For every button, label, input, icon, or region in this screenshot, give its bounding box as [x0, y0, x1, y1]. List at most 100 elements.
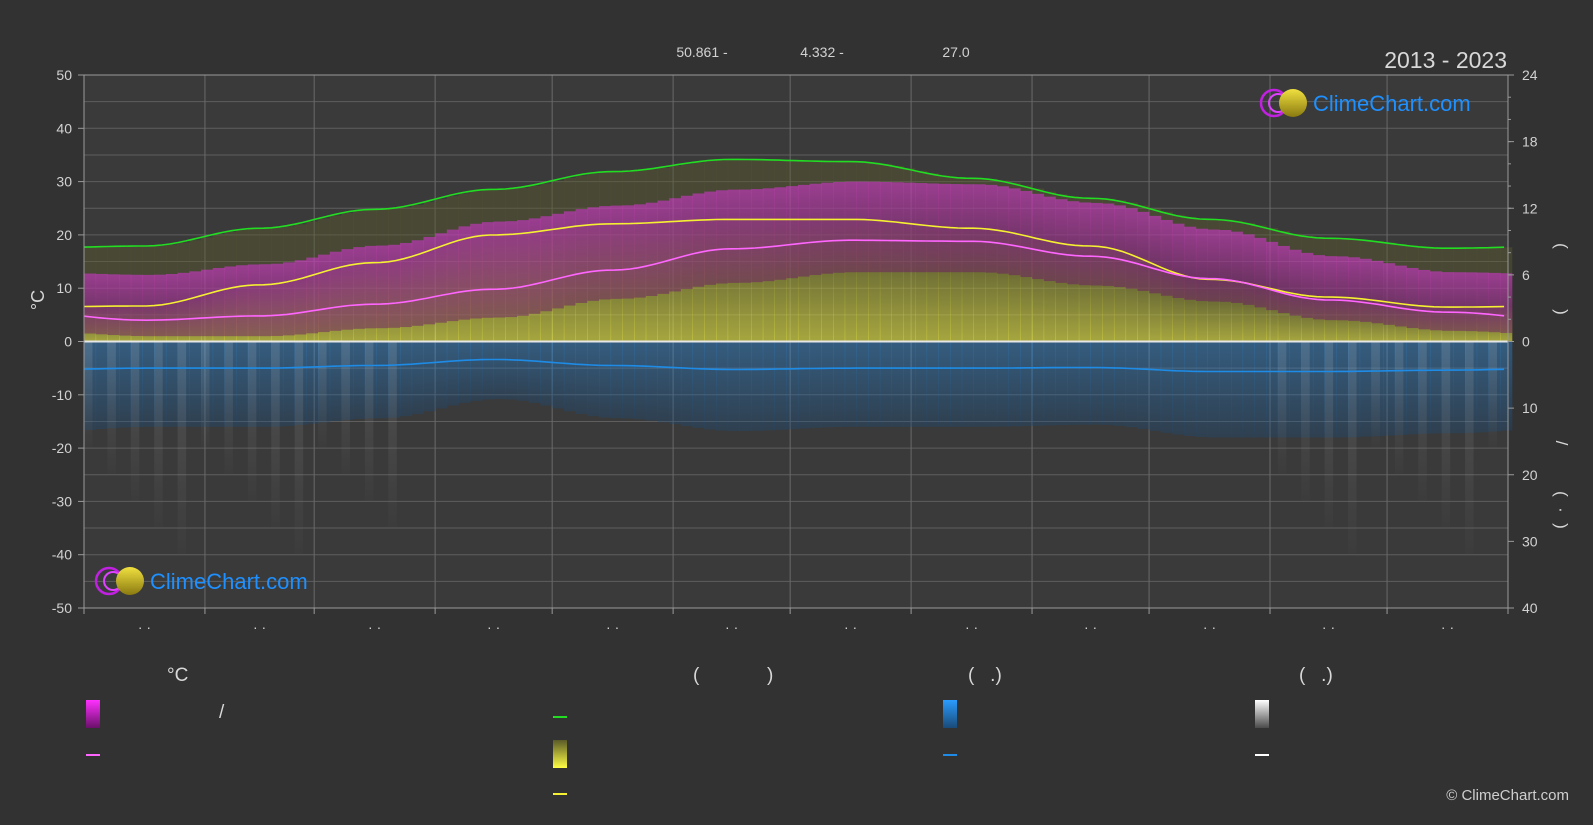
temp-range-bar — [938, 183, 951, 273]
rain-bar — [1336, 341, 1349, 438]
rain-bar — [1500, 341, 1513, 431]
temp-range-bar — [856, 181, 869, 273]
legend-temperature-head: °C — [167, 665, 189, 686]
temp-range-bar — [294, 260, 307, 335]
temp-range-bar — [318, 254, 331, 333]
rain-bar — [400, 341, 413, 417]
legend-temp-range-swatch — [86, 700, 100, 728]
legend-snow-swatch — [1255, 700, 1269, 728]
rain-bar — [797, 341, 811, 429]
sunshine-line — [83, 218, 1505, 308]
legend-rain-head: ( .) — [968, 665, 1002, 686]
rain-bar — [446, 341, 459, 406]
rain-bar — [645, 341, 658, 421]
rain-bar — [1359, 341, 1372, 437]
temp-range-bar — [423, 236, 436, 325]
temp-range-bar — [1184, 226, 1197, 300]
left-tick-label: -50 — [52, 600, 72, 616]
temp-range-bar — [528, 218, 541, 314]
rain-bar — [540, 341, 553, 406]
rain-bar — [1207, 341, 1220, 438]
temp-range-bar — [458, 226, 471, 320]
temp-range-bar — [739, 189, 752, 283]
rain-bar — [973, 341, 986, 427]
rain-bar — [376, 341, 389, 419]
temp-range-bar — [446, 229, 459, 322]
rain-bar — [165, 341, 179, 427]
temp-range-bar — [505, 221, 518, 318]
temp-range-bar — [833, 182, 846, 273]
month-tick-label: · · — [1322, 619, 1335, 635]
temp-range-bar — [119, 274, 132, 336]
temp-range-bar — [306, 257, 319, 334]
data-bands — [84, 159, 1513, 555]
snow-bar — [84, 341, 93, 449]
rain-bar — [1231, 341, 1244, 438]
temp-range-bar — [165, 273, 179, 337]
legend-snow-head: ( .) — [1299, 665, 1333, 686]
elevation-label: 27.0 — [942, 44, 969, 60]
rain-bar — [423, 341, 436, 412]
temp-range-bar — [575, 209, 588, 303]
rain-bar — [669, 341, 682, 425]
left-tick-label: -40 — [52, 547, 72, 563]
temp-range-bar — [821, 182, 834, 274]
temp-range-bar — [762, 188, 775, 282]
temp-range-bar — [411, 240, 424, 326]
temp-range-bar — [1149, 215, 1162, 294]
temp-range-bar — [376, 245, 389, 329]
temp-range-bar — [1359, 258, 1372, 322]
rain-bar — [552, 341, 565, 409]
temp-range-bar — [1032, 193, 1045, 280]
period-label: 2013 - 2023 — [1384, 47, 1507, 73]
rain-bar — [1102, 341, 1115, 425]
left-tick-label: 20 — [56, 227, 72, 243]
rain-bar — [119, 341, 132, 428]
temp-range-bar — [716, 190, 729, 284]
snow-bar — [294, 341, 304, 555]
rain-bar — [1043, 341, 1056, 426]
rain-bar — [1055, 341, 1068, 426]
rain-bar — [1008, 341, 1021, 427]
snow-bar — [247, 341, 257, 502]
snow-bar — [1348, 341, 1357, 555]
copyright: © ClimeChart.com — [1446, 787, 1569, 804]
temp-range-bar — [1476, 272, 1489, 332]
temp-range-bar — [540, 216, 553, 312]
temp-range-bar — [1102, 203, 1115, 286]
temp-range-bar — [353, 247, 366, 329]
right-axis-glyph-6: ) — [1552, 523, 1571, 529]
rain-bar — [493, 341, 506, 400]
temp-range-bar — [1500, 273, 1513, 333]
snow-bar — [341, 341, 350, 475]
temp-range-bar — [1383, 263, 1396, 325]
snow-bar — [224, 341, 233, 475]
temp-range-bar — [1008, 188, 1021, 276]
rain-bar — [657, 341, 670, 423]
temp-range-bar — [903, 182, 916, 273]
rain-bar — [1453, 341, 1466, 434]
snow-bar — [1301, 341, 1310, 502]
temp-range-bar — [1254, 237, 1267, 308]
temp-range-bar — [1172, 223, 1185, 298]
temp-range-bar — [622, 205, 635, 299]
month-tick-label: · · — [253, 619, 266, 635]
rain-bar — [236, 341, 249, 427]
rain-bar — [985, 341, 998, 427]
temperature-line — [83, 239, 1505, 322]
temp-range-bar — [1312, 255, 1326, 320]
temp-range-bar — [1231, 231, 1244, 303]
rain-bar — [598, 341, 612, 418]
right-axis-glyph-4: ( — [1552, 491, 1571, 497]
temp-range-bar — [1289, 249, 1302, 316]
rain-bar — [481, 341, 495, 400]
rain-bar — [786, 341, 799, 430]
temp-range-bar — [774, 187, 787, 280]
rain-bar — [1406, 341, 1419, 435]
longitude-label: 4.332 - — [800, 44, 844, 60]
rain-bar — [739, 341, 752, 431]
rain-bar — [1195, 341, 1208, 438]
rain-bar — [1289, 341, 1302, 438]
right-axis-glyph-3: / — [1552, 441, 1571, 446]
temp-range-bar — [1336, 256, 1349, 321]
